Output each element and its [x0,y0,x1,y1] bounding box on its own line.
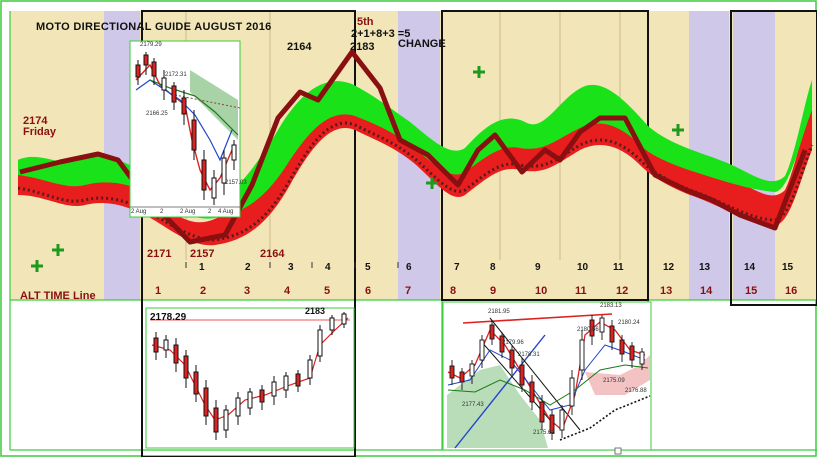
indicator-band [17,80,814,246]
plus-markers [31,66,684,272]
upper-scale-label: 14 [744,262,756,273]
left-value-label: 2174 [23,115,48,127]
lower-scale-label: 10 [535,285,548,297]
candles [153,312,347,440]
inset-price-tag: 2180.24 [618,320,640,326]
inset-frame [129,40,241,218]
inset-bottom-right [442,301,652,455]
upper-scale-label: 8 [490,262,496,273]
lower-scale-label: 15 [745,285,758,297]
trend-line [454,334,546,449]
inset-price-tag: 2183 [305,306,326,316]
upper-scale-label: 7 [454,262,460,273]
ma-line [174,94,241,109]
inset-price-tag: 2183.13 [600,303,622,309]
inset-price-tag: 2181.95 [488,309,510,315]
week-box [141,10,356,457]
inset-price-tag: 2178.29 [150,312,187,323]
guide-polyline [19,49,808,245]
inset-frame [145,307,355,449]
lower-scale-label: 8 [450,285,457,297]
inset-top-left [129,40,241,218]
inset-x-tick: 2 Aug [180,209,196,215]
price-label: 2171 [147,248,172,260]
plus-marker [473,66,485,78]
inset-price-tag: 2179.96 [502,340,524,346]
upper-scale-label: 12 [663,262,675,273]
resistance-line [462,313,613,324]
scroll-handle [614,447,622,455]
chart-title: MOTO DIRECTIONAL GUIDE AUGUST 2016 [36,21,272,33]
plus-marker [672,124,684,136]
inset-price-tag: 2177.43 [462,402,484,408]
upper-scale-label: 1 [199,262,205,273]
lower-scale-label: 6 [365,285,372,297]
trend-line [479,339,551,421]
inset-price-tag: 2157.03 [225,180,247,186]
upper-scale-label: 9 [535,262,541,273]
upper-scale-label: 3 [288,262,294,273]
guide-line [19,49,808,245]
price-label: 2157 [190,248,215,260]
plus-marker [426,177,438,189]
lower-scale-label: 16 [785,285,798,297]
upper-scale-label: 4 [325,262,331,273]
inset-price-tag: 2175.09 [603,378,625,384]
lower-scale-label: 7 [405,285,412,297]
alt-time-line-label: ALT TIME Line [20,290,96,302]
upper-scale-label: 5 [365,262,371,273]
upper-scale-label: 15 [782,262,794,273]
ma-line [135,79,233,162]
inset-price-tag: 2166.25 [146,111,168,117]
change-note: CHANGE [398,38,446,50]
inset-x-tick: 2 [160,209,164,215]
inset-price-tag: 2172.31 [165,72,187,78]
inset-x-tick: 2 Aug [131,209,147,215]
inset-price-tag: 2178.31 [518,352,540,358]
lower-scale-label: 13 [660,285,673,297]
inset-price-tag: 2179.29 [140,42,162,48]
upper-scale-label: 2 [245,262,251,273]
lower-scale-label: 5 [324,285,331,297]
lower-scale-label: 4 [284,285,291,297]
ma-line [447,364,649,406]
lower-scale-label: 3 [244,285,251,297]
lower-scale-label: 1 [155,285,162,297]
upper-scale-label: 13 [699,262,711,273]
price-label: 2164 [260,248,285,260]
lower-scale-label: 14 [700,285,713,297]
inset-price-tag: 2176.88 [625,388,647,394]
upper-scale-label: 10 [577,262,589,273]
price-label: 2183 [350,41,375,53]
left-day-label: Friday [23,126,57,138]
inset-bottom-left [145,307,355,449]
lower-scale-label: 11 [575,285,587,297]
trend-line [489,317,581,431]
lower-scale-label: 2 [200,285,207,297]
inset-price-tag: 2180.56 [577,327,599,333]
upper-scale-label: 6 [406,262,412,273]
lagging-line [559,395,651,441]
inset-x-tick: 2 [208,209,212,215]
upper-scale-label: 11 [613,262,624,273]
lower-scale-label: 12 [616,285,629,297]
lower-scale-label: 9 [490,285,497,297]
price-label: 2164 [287,41,312,53]
fifth-note: 5th [357,16,374,28]
candles [449,315,645,440]
plus-marker [31,260,43,272]
scale-ticks [185,262,399,268]
green-band [18,80,812,219]
cloud-area [585,355,650,395]
candles [135,52,237,205]
red-band [18,91,812,246]
inset-x-tick: 4 Aug [218,209,234,215]
plus-marker [52,244,64,256]
week-box [730,10,817,306]
inset-price-tag: 2175.62 [533,430,555,436]
sum-note: 2+1+8+3 =5 [351,28,411,40]
time-band [733,11,775,300]
